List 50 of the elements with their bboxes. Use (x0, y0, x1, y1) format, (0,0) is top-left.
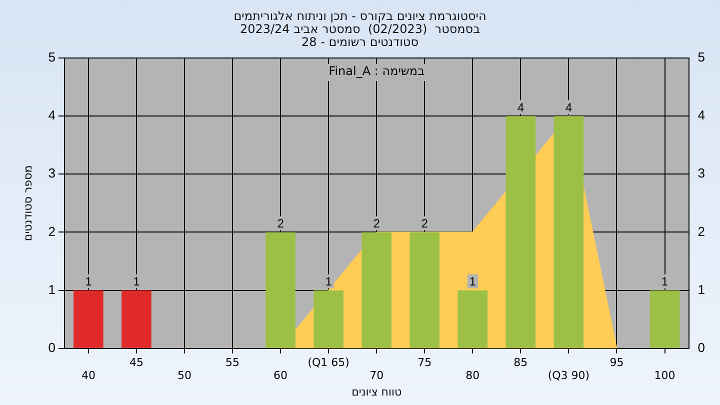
x-tick-label: 95 (610, 356, 624, 369)
data-label: 4 (565, 100, 572, 114)
y2-tick-label: 5 (698, 50, 706, 65)
x-tick-label: 100 (654, 369, 676, 382)
y2-tick-label: 2 (698, 224, 706, 239)
y-tick-label: 1 (48, 282, 56, 297)
data-label: 1 (325, 274, 332, 289)
chart-title: היסטוגרמת ציונים בקורס - תכן וניתוח אלגוריתמים (232, 9, 488, 23)
data-label: 2 (421, 216, 428, 231)
x-tick-label: 50 (177, 369, 192, 382)
data-label: 2 (277, 216, 284, 231)
y-tick-label: 5 (48, 50, 56, 65)
y2-tick-label: 0 (698, 340, 706, 355)
x-tick-label: 80 (466, 369, 480, 382)
x-tick-label: 85 (514, 356, 528, 369)
x-tick-label: 75 (418, 356, 432, 369)
y2-tick-label: 1 (698, 282, 706, 297)
x-tick-label: (Q3 90) (548, 369, 590, 382)
annotation: במשימה : Final_A (328, 64, 425, 78)
y-axis-title: מספר סטודנטים (21, 165, 34, 242)
data-label: 1 (661, 274, 668, 289)
bar (74, 290, 104, 348)
bar (650, 290, 680, 348)
data-label: 2 (373, 216, 380, 231)
data-label: 1 (133, 274, 140, 289)
x-tick-label: (Q1 65) (308, 356, 350, 369)
y-tick-label: 2 (48, 224, 56, 239)
bar (506, 116, 536, 348)
chart-subtitle: בסמסטר (02/2023) סמסטר אביב 2023/24 סטודנטים רשומים - 28 (238, 22, 482, 49)
y-tick-label: 4 (48, 108, 56, 123)
x-axis-title: טווח ציונים (352, 385, 402, 398)
y-tick-label: 3 (48, 166, 56, 181)
bar (554, 116, 584, 348)
data-label: 1 (469, 274, 476, 289)
bar (458, 290, 488, 348)
y2-tick-label: 3 (698, 166, 706, 181)
data-label: 1 (85, 274, 92, 289)
y-tick-label: 0 (48, 340, 56, 355)
bar (362, 232, 392, 348)
bar (266, 232, 296, 348)
bar (122, 290, 152, 348)
bar (314, 290, 344, 348)
data-label: 4 (517, 100, 524, 114)
x-tick-label: 40 (81, 369, 96, 382)
bar (410, 232, 440, 348)
y2-tick-label: 4 (698, 108, 706, 123)
x-tick-label: 45 (129, 356, 144, 369)
x-tick-label: 60 (274, 369, 288, 382)
x-tick-label: 70 (370, 369, 384, 382)
x-tick-label: 55 (226, 356, 240, 369)
